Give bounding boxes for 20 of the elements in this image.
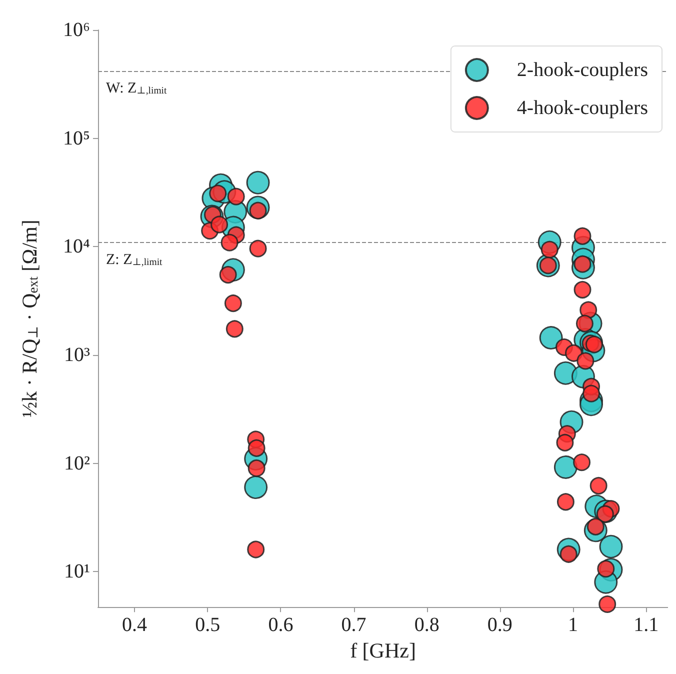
y-tick-label: 10³ <box>64 344 90 366</box>
y-axis-title: ½k · R/Q⊥ · Qext [Ω/m] <box>17 220 42 418</box>
y-tick-label: 10⁶ <box>63 19 90 41</box>
ref-line-label: Z: Z⊥,limit <box>106 252 163 268</box>
x-tick-label: 0.5 <box>195 614 220 636</box>
x-tick-label: 0.7 <box>341 614 366 636</box>
legend-label: 4-hook-couplers <box>516 97 648 119</box>
x-axis-title: f [GHz] <box>350 638 416 662</box>
y-tick-label: 10² <box>64 452 90 474</box>
x-tick-label: 0.6 <box>268 614 294 636</box>
ref-line-label: W: Z⊥,limit <box>106 80 167 97</box>
y-tick-label: 10¹ <box>64 560 90 583</box>
y-tick-label: 10⁴ <box>63 236 90 258</box>
y-tick-label: 10⁵ <box>63 127 90 150</box>
x-tick-label: 0.4 <box>122 614 148 636</box>
x-tick-label: 1.1 <box>634 614 659 636</box>
x-tick-label: 0.8 <box>414 614 440 636</box>
x-tick-label: 0.9 <box>487 614 512 636</box>
legend-label: 2-hook-couplers <box>516 59 648 81</box>
x-tick-label: 1 <box>568 614 578 636</box>
